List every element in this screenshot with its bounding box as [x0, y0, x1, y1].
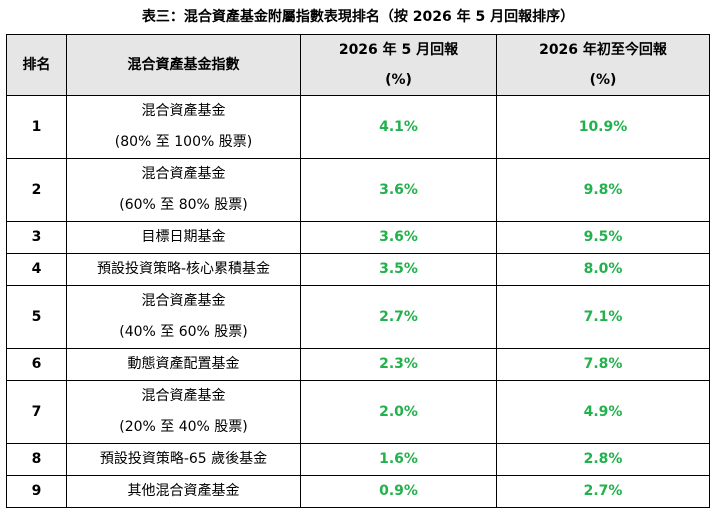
- table-row: 9 其他混合資產基金 0.9% 2.7%: [6, 475, 710, 508]
- index-name: 混合資產基金: [141, 103, 226, 119]
- index-name-cell: 混合資產基金 (80% 至 100% 股票): [66, 95, 301, 159]
- table-row: 4 預設投資策略-核心累積基金 3.5% 8.0%: [6, 253, 710, 286]
- index-name: 其他混合資產基金: [127, 483, 240, 499]
- index-equity-range: (20% 至 40% 股票): [119, 419, 248, 435]
- index-name: 預設投資策略-65 歲後基金: [99, 451, 268, 467]
- rank-cell: 8: [6, 443, 67, 476]
- header-index: 混合資產基金指數: [66, 34, 301, 96]
- index-name-cell: 預設投資策略-核心累積基金: [66, 253, 301, 286]
- rank-cell: 1: [6, 95, 67, 159]
- index-name: 混合資產基金: [141, 388, 226, 404]
- index-name-cell: 動態資產配置基金: [66, 348, 301, 381]
- may-return-cell: 2.0%: [300, 380, 497, 444]
- rank-cell: 7: [6, 380, 67, 444]
- rank-cell: 5: [6, 285, 67, 349]
- rank-cell: 9: [6, 475, 67, 508]
- rank-cell: 6: [6, 348, 67, 381]
- index-name-cell: 預設投資策略-65 歲後基金: [66, 443, 301, 476]
- table-row: 7 混合資產基金 (20% 至 40% 股票) 2.0% 4.9%: [6, 380, 710, 444]
- table-row: 2 混合資產基金 (60% 至 80% 股票) 3.6% 9.8%: [6, 158, 710, 222]
- ytd-return-cell: 2.8%: [496, 443, 710, 476]
- index-name-cell: 混合資產基金 (40% 至 60% 股票): [66, 285, 301, 349]
- ytd-return-cell: 8.0%: [496, 253, 710, 286]
- table-row: 5 混合資產基金 (40% 至 60% 股票) 2.7% 7.1%: [6, 285, 710, 349]
- header-rank: 排名: [6, 34, 67, 96]
- table-row: 1 混合資產基金 (80% 至 100% 股票) 4.1% 10.9%: [6, 95, 710, 159]
- rank-cell: 2: [6, 158, 67, 222]
- may-return-cell: 4.1%: [300, 95, 497, 159]
- ytd-return-cell: 7.8%: [496, 348, 710, 381]
- ranking-table: 排名 混合資產基金指數 2026 年 5 月回報 (%) 2026 年初至今回報…: [6, 34, 710, 508]
- rank-cell: 4: [6, 253, 67, 286]
- index-name: 動態資產配置基金: [127, 356, 240, 372]
- index-name: 目標日期基金: [141, 229, 226, 245]
- ytd-return-cell: 2.7%: [496, 475, 710, 508]
- header-may-return: 2026 年 5 月回報 (%): [300, 34, 497, 96]
- may-return-cell: 0.9%: [300, 475, 497, 508]
- index-name-cell: 目標日期基金: [66, 221, 301, 254]
- index-name-cell: 混合資產基金 (20% 至 40% 股票): [66, 380, 301, 444]
- header-may-unit: (%): [385, 72, 412, 88]
- table-row: 6 動態資產配置基金 2.3% 7.8%: [6, 348, 710, 381]
- may-return-cell: 2.7%: [300, 285, 497, 349]
- ytd-return-cell: 10.9%: [496, 95, 710, 159]
- index-equity-range: (60% 至 80% 股票): [119, 197, 248, 213]
- header-ytd-label: 2026 年初至今回報: [539, 42, 667, 58]
- header-row: 排名 混合資產基金指數 2026 年 5 月回報 (%) 2026 年初至今回報…: [6, 34, 710, 96]
- may-return-cell: 3.6%: [300, 221, 497, 254]
- table-row: 8 預設投資策略-65 歲後基金 1.6% 2.8%: [6, 443, 710, 476]
- index-equity-range: (80% 至 100% 股票): [114, 134, 253, 150]
- ytd-return-cell: 9.5%: [496, 221, 710, 254]
- header-may-label: 2026 年 5 月回報: [338, 42, 459, 58]
- table-row: 3 目標日期基金 3.6% 9.5%: [6, 221, 710, 254]
- header-ytd-unit: (%): [589, 72, 617, 88]
- may-return-cell: 3.6%: [300, 158, 497, 222]
- index-name-cell: 混合資產基金 (60% 至 80% 股票): [66, 158, 301, 222]
- index-name: 混合資產基金: [141, 166, 226, 182]
- index-name: 混合資產基金: [141, 293, 226, 309]
- header-ytd-return: 2026 年初至今回報 (%): [496, 34, 710, 96]
- index-name: 預設投資策略-核心累積基金: [96, 261, 271, 277]
- may-return-cell: 1.6%: [300, 443, 497, 476]
- ytd-return-cell: 9.8%: [496, 158, 710, 222]
- may-return-cell: 2.3%: [300, 348, 497, 381]
- table-title: 表三：混合資產基金附屬指數表現排名（按 2026 年 5 月回報排序）: [141, 9, 575, 25]
- may-return-cell: 3.5%: [300, 253, 497, 286]
- ytd-return-cell: 4.9%: [496, 380, 710, 444]
- rank-cell: 3: [6, 221, 67, 254]
- ytd-return-cell: 7.1%: [496, 285, 710, 349]
- index-name-cell: 其他混合資產基金: [66, 475, 301, 508]
- index-equity-range: (40% 至 60% 股票): [119, 324, 248, 340]
